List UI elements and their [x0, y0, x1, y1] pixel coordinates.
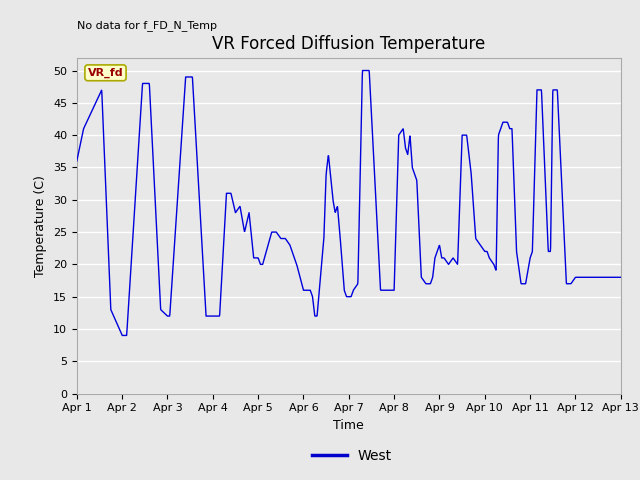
Legend: West: West: [307, 443, 397, 468]
Y-axis label: Temperature (C): Temperature (C): [35, 175, 47, 276]
X-axis label: Time: Time: [333, 419, 364, 432]
Text: No data for f_FD_N_Temp: No data for f_FD_N_Temp: [77, 20, 217, 31]
Title: VR Forced Diffusion Temperature: VR Forced Diffusion Temperature: [212, 35, 485, 53]
Text: VR_fd: VR_fd: [88, 68, 124, 78]
